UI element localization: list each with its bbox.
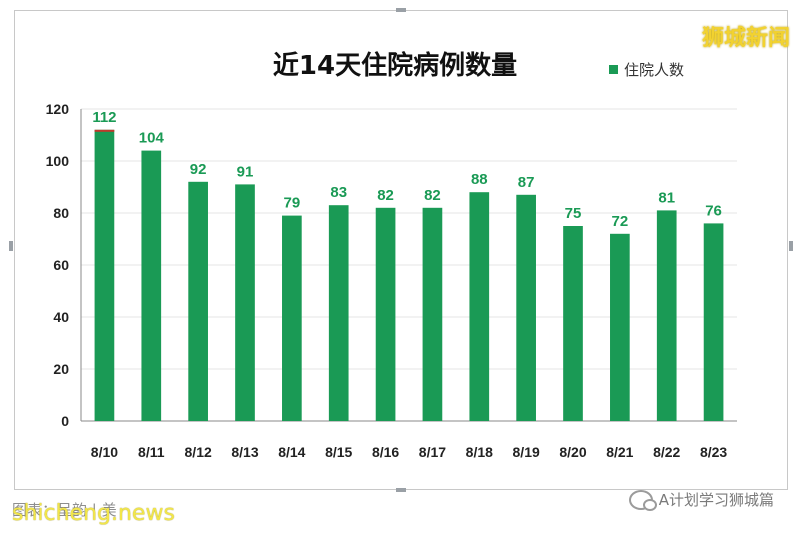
bar-8-20 [563, 226, 583, 421]
brand-watermark: 狮城新闻 [701, 26, 790, 51]
x-tick-label: 8/15 [325, 444, 352, 460]
x-tick-label: 8/19 [513, 444, 540, 460]
x-tick-label: 8/22 [653, 444, 680, 460]
bar-8-15 [328, 205, 349, 421]
bar-8-17 [422, 207, 443, 421]
bar-8-22 [656, 210, 677, 421]
chart-title: 近14天住院病例数量 [272, 51, 518, 81]
data-label: 92 [190, 161, 207, 178]
faded-source-note: 图表：呈韵 | 美 [12, 501, 117, 519]
bar-8-11 [141, 150, 162, 421]
bar-8-14 [282, 215, 302, 421]
bar-8-16 [375, 207, 396, 421]
y-tick-label: 20 [53, 361, 69, 377]
y-tick-label: 100 [46, 153, 70, 169]
data-label: 112 [92, 109, 116, 126]
bar-top-accent [94, 129, 115, 132]
x-tick-label: 8/16 [372, 444, 399, 460]
wechat-account: A计划学习狮城篇 [658, 491, 774, 509]
bar-8-18 [469, 192, 490, 421]
data-label: 88 [471, 171, 488, 188]
chart-frame: 近14天住院病例数量 住院人数 0 20 40 60 80 100 120 112 8/10 10… [9, 8, 793, 492]
labels: 0 20 40 60 80 100 120 112 8/10 104 8/11 92 8/12 91 8/1… [46, 101, 728, 460]
data-label: 82 [377, 187, 394, 204]
y-tick-label: 60 [53, 257, 69, 273]
data-label: 87 [518, 174, 535, 191]
y-tick-label: 0 [61, 413, 69, 429]
bar-8-12 [188, 181, 208, 421]
bar-8-13 [235, 184, 255, 421]
x-tick-label: 8/23 [700, 444, 727, 460]
x-tick-label: 8/21 [606, 444, 633, 460]
data-label: 79 [284, 195, 301, 212]
bar-8-21 [610, 233, 630, 421]
wechat-attribution: A计划学习狮城篇 [628, 489, 774, 511]
x-tick-label: 8/14 [278, 444, 305, 460]
data-label: 76 [705, 202, 722, 219]
data-label: 81 [658, 189, 675, 206]
x-tick-label: 8/11 [138, 444, 165, 460]
y-tick-label: 120 [46, 101, 70, 117]
wechat-icon [628, 489, 657, 511]
site-watermark: shicheng.news [12, 501, 175, 526]
frame-handle-top[interactable] [396, 8, 406, 12]
bar-8-19 [516, 194, 536, 421]
data-label: 104 [139, 130, 165, 147]
grid-lines [81, 108, 737, 422]
bar-chart-svg: 0 20 40 60 80 100 120 112 8/10 104 8/11 92 8/12 91 8/1… [46, 101, 737, 460]
frame-handle-left[interactable] [9, 241, 13, 251]
data-label: 72 [612, 213, 629, 230]
legend-label: 住院人数 [624, 61, 685, 79]
x-tick-label: 8/10 [91, 444, 118, 460]
legend-swatch [609, 65, 618, 74]
x-tick-label: 8/17 [419, 444, 446, 460]
frame-handle-right[interactable] [789, 241, 793, 251]
bar-8-10 [94, 129, 115, 422]
x-tick-label: 8/20 [559, 444, 586, 460]
data-label: 83 [330, 184, 347, 201]
bars [94, 129, 724, 422]
legend: 住院人数 [609, 59, 684, 80]
data-label: 91 [237, 163, 254, 180]
y-tick-label: 40 [53, 309, 69, 325]
data-label: 75 [565, 205, 582, 222]
frame-handle-bottom[interactable] [396, 488, 406, 492]
y-tick-label: 80 [53, 205, 69, 221]
bar-8-23 [703, 223, 724, 421]
x-tick-label: 8/13 [231, 444, 258, 460]
x-tick-label: 8/18 [466, 444, 493, 460]
x-tick-label: 8/12 [185, 444, 212, 460]
data-label: 82 [424, 187, 441, 204]
